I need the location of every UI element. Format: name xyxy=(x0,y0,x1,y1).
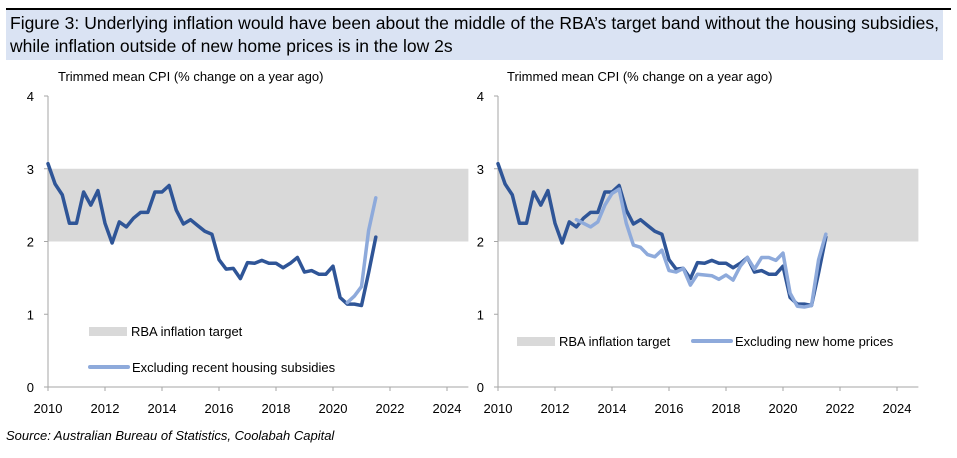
x-tick-label: 2024 xyxy=(433,401,462,416)
chart-title: Trimmed mean CPI (% change on a year ago… xyxy=(507,69,772,84)
y-tick-label: 4 xyxy=(27,89,34,104)
y-tick-label: 0 xyxy=(477,380,484,395)
y-tick-label: 2 xyxy=(477,235,484,250)
y-tick-label: 3 xyxy=(27,162,34,177)
x-tick-label: 2010 xyxy=(34,401,63,416)
chart-title: Trimmed mean CPI (% change on a year ago… xyxy=(58,69,323,84)
legend-label-band: RBA inflation target xyxy=(131,324,243,339)
legend-label-band: RBA inflation target xyxy=(559,334,671,349)
x-tick-label: 2022 xyxy=(376,401,405,416)
x-tick-label: 2016 xyxy=(205,401,234,416)
x-tick-label: 2020 xyxy=(319,401,348,416)
source-note: Source: Australian Bureau of Statistics,… xyxy=(6,428,335,443)
top-rule xyxy=(6,8,951,10)
x-tick-label: 2022 xyxy=(826,401,855,416)
target-band xyxy=(48,168,469,242)
series-line-alternative xyxy=(345,196,378,305)
x-tick-label: 2018 xyxy=(262,401,291,416)
y-tick-label: 1 xyxy=(27,307,34,322)
legend-swatch-band xyxy=(517,337,555,346)
y-tick-label: 3 xyxy=(477,162,484,177)
x-tick-label: 2012 xyxy=(541,401,570,416)
x-tick-label: 2020 xyxy=(769,401,798,416)
y-tick-label: 1 xyxy=(477,307,484,322)
x-tick-label: 2014 xyxy=(598,401,627,416)
x-tick-label: 2018 xyxy=(712,401,741,416)
y-tick-label: 4 xyxy=(477,89,484,104)
x-tick-label: 2014 xyxy=(148,401,177,416)
figure-title: Figure 3: Underlying inflation would hav… xyxy=(6,10,943,60)
series-line-alternative xyxy=(574,187,828,309)
x-tick-label: 2012 xyxy=(91,401,120,416)
legend-label-series: Excluding new home prices xyxy=(735,334,894,349)
y-tick-label: 0 xyxy=(27,380,34,395)
y-tick-label: 2 xyxy=(27,235,34,250)
x-tick-label: 2016 xyxy=(655,401,684,416)
x-tick-label: 2024 xyxy=(883,401,912,416)
series-line-trimmed-mean xyxy=(46,161,378,308)
target-band xyxy=(498,168,919,242)
x-tick-label: 2010 xyxy=(484,401,513,416)
legend-label-series: Excluding recent housing subsidies xyxy=(132,360,336,375)
legend-swatch-band xyxy=(89,327,127,336)
series-line-trimmed-mean xyxy=(496,161,828,308)
